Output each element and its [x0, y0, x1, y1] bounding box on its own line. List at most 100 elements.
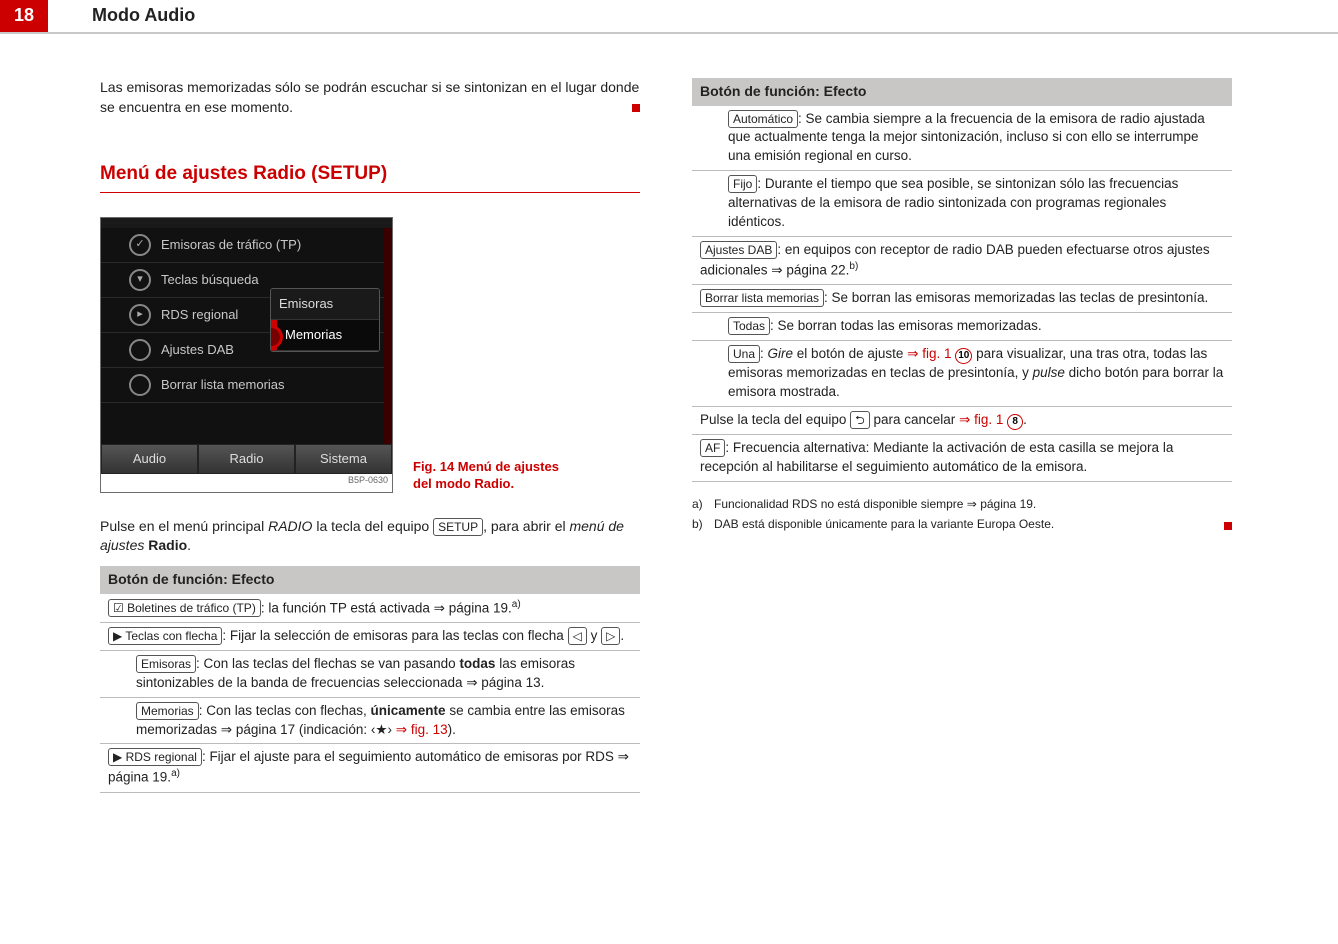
txt: : Se borran las emisoras memorizadas las… [824, 290, 1208, 305]
check-icon: ✓ [129, 234, 151, 256]
scr-item: Borrar lista memorias [101, 368, 384, 403]
txt: : Con las teclas con flechas, [199, 703, 371, 718]
footnote-mark: a) [692, 496, 706, 513]
txt: Pulse la tecla del equipo [700, 412, 850, 427]
txt: : Durante el tiempo que sea posible, se … [728, 176, 1178, 229]
table-row: Memorias: Con las teclas con flechas, ún… [100, 698, 640, 745]
footnotes: a) Funcionalidad RDS no está disponible … [692, 496, 1232, 534]
right-column: Botón de función: Efecto Automático: Se … [692, 78, 1232, 793]
table-header: Botón de función: Efecto [100, 566, 640, 594]
empty-icon [129, 374, 151, 396]
footnote-mark: b) [692, 516, 706, 533]
footnote-b: b) DAB está disponible únicamente para l… [692, 516, 1232, 533]
scr-tabs: Audio Radio Sistema [101, 444, 392, 474]
scr-code: B5P-0630 [101, 474, 392, 492]
table-row: Pulse la tecla del equipo ⮌ para cancela… [692, 407, 1232, 435]
intro-text: Las emisoras memorizadas sólo se podrán … [100, 79, 639, 115]
txt: : Con las teclas del flechas se van pasa… [196, 656, 459, 671]
bold-text: únicamente [371, 703, 446, 718]
borrar-lista-button-label: Borrar lista memorias [700, 289, 824, 307]
footnote-ref: a) [171, 768, 180, 779]
scr-tab: Radio [198, 444, 295, 474]
intro-paragraph: Las emisoras memorizadas sólo se podrán … [100, 78, 640, 117]
radio-italic: RADIO [268, 518, 312, 534]
txt: : Fijar la selección de emisoras para la… [222, 628, 567, 643]
footnote-ref: b) [849, 261, 858, 272]
scr-popup: Emisoras Memorias [270, 288, 380, 352]
setup-button-label: SETUP [433, 518, 483, 536]
txt: ). [448, 722, 456, 737]
txt: : en equipos con receptor de radio DAB p… [700, 242, 1210, 277]
txt: : Se cambia siempre a la frecuencia de l… [728, 111, 1205, 164]
txt: para cancelar [870, 412, 959, 427]
dropdown-icon: ▾ [129, 269, 151, 291]
circled-number: 8 [1007, 414, 1023, 430]
emisoras-button-label: Emisoras [136, 655, 196, 673]
footnote-text: Funcionalidad RDS no está disponible sie… [714, 496, 1036, 513]
footnote-a: a) Funcionalidad RDS no está disponible … [692, 496, 1232, 513]
scr-item-label: Ajustes DAB [161, 341, 234, 359]
section-title: Modo Audio [48, 0, 195, 32]
table-row: Ajustes DAB: en equipos con receptor de … [692, 237, 1232, 285]
table-row: AF: Frecuencia alternativa: Mediante la … [692, 435, 1232, 482]
memorias-button-label: Memorias [136, 702, 199, 720]
after-fig-paragraph: Pulse en el menú principal RADIO la tecl… [100, 517, 640, 556]
table-row: Una: Gire el botón de ajuste ⇒ fig. 1 10… [692, 341, 1232, 407]
txt: y [587, 628, 601, 643]
radio-bold: Radio [144, 537, 187, 553]
table-row: Todas: Se borran todas las emisoras memo… [692, 313, 1232, 341]
arrow-keys-button-label: ▶ Teclas con flecha [108, 627, 222, 645]
right-table: Botón de función: Efecto Automático: Se … [692, 78, 1232, 482]
table-row: Emisoras: Con las teclas del flechas se … [100, 651, 640, 698]
tp-button-label: ☑ Boletines de tráfico (TP) [108, 599, 261, 617]
scr-item-label: Borrar lista memorias [161, 376, 285, 394]
scr-tab: Sistema [295, 444, 392, 474]
fig-link[interactable]: ⇒ fig. 13 [396, 722, 448, 737]
radio-setup-screenshot: ✓Emisoras de tráfico (TP) ▾ Teclas búsque… [100, 217, 393, 493]
circled-number: 10 [955, 348, 972, 364]
page-number: 18 [0, 0, 48, 32]
header-bar: 18 Modo Audio [0, 0, 1338, 34]
af-button-label: AF [700, 439, 725, 457]
play-icon: ▸ [129, 304, 151, 326]
todas-button-label: Todas [728, 317, 770, 335]
pulse-italic: pulse [1033, 365, 1065, 380]
table-row: Automático: Se cambia siempre a la frecu… [692, 106, 1232, 172]
gire-italic: Gire [768, 346, 794, 361]
fig-caption-b: del modo Radio. [413, 476, 514, 491]
ajustes-dab-button-label: Ajustes DAB [700, 241, 777, 259]
txt: , para abrir el [483, 518, 569, 534]
fig-link[interactable]: ⇒ fig. 1 [907, 346, 951, 361]
figure-caption: Fig. 14 Menú de ajustes del modo Radio. [413, 458, 583, 493]
end-square-icon [1224, 522, 1232, 530]
fijo-button-label: Fijo [728, 175, 757, 193]
right-arrow-icon: ▷ [601, 627, 620, 645]
txt: : la función TP está activada ⇒ página 1… [261, 600, 512, 615]
table-row: Borrar lista memorias: Se borran las emi… [692, 285, 1232, 313]
table-header: Botón de función: Efecto [692, 78, 1232, 106]
end-square-icon [632, 104, 640, 112]
una-button-label: Una [728, 345, 760, 363]
footnote-ref: a) [512, 599, 521, 610]
fig-caption-a: Fig. 14 Menú de ajustes [413, 459, 559, 474]
left-table: Botón de función: Efecto ☑ Boletines de … [100, 566, 640, 793]
content: Las emisoras memorizadas sólo se podrán … [0, 34, 1338, 793]
back-button-icon: ⮌ [850, 411, 870, 429]
scr-body: ✓Emisoras de tráfico (TP) ▾ Teclas búsque… [101, 228, 392, 452]
scr-item-label: Teclas búsqueda [161, 271, 259, 289]
scr-item-label: RDS regional [161, 306, 238, 324]
scr-popup-option-selected: Memorias [271, 320, 379, 351]
footnote-text: DAB está disponible únicamente para la v… [714, 516, 1054, 533]
table-row: ▶ RDS regional: Fijar el ajuste para el … [100, 744, 640, 792]
scr-tab: Audio [101, 444, 198, 474]
left-column: Las emisoras memorizadas sólo se podrán … [100, 78, 640, 793]
table-row: Fijo: Durante el tiempo que sea posible,… [692, 171, 1232, 237]
left-arrow-icon: ◁ [568, 627, 587, 645]
figure-14: ✓Emisoras de tráfico (TP) ▾ Teclas búsque… [100, 217, 640, 493]
fig-link[interactable]: ⇒ fig. 1 [959, 412, 1003, 427]
scr-item: ✓Emisoras de tráfico (TP) [101, 228, 384, 263]
txt: : Se borran todas las emisoras memorizad… [770, 318, 1042, 333]
scr-popup-option: Emisoras [271, 289, 379, 320]
table-row: ▶ Teclas con flecha: Fijar la selección … [100, 623, 640, 651]
table-row: ☑ Boletines de tráfico (TP): la función … [100, 594, 640, 623]
